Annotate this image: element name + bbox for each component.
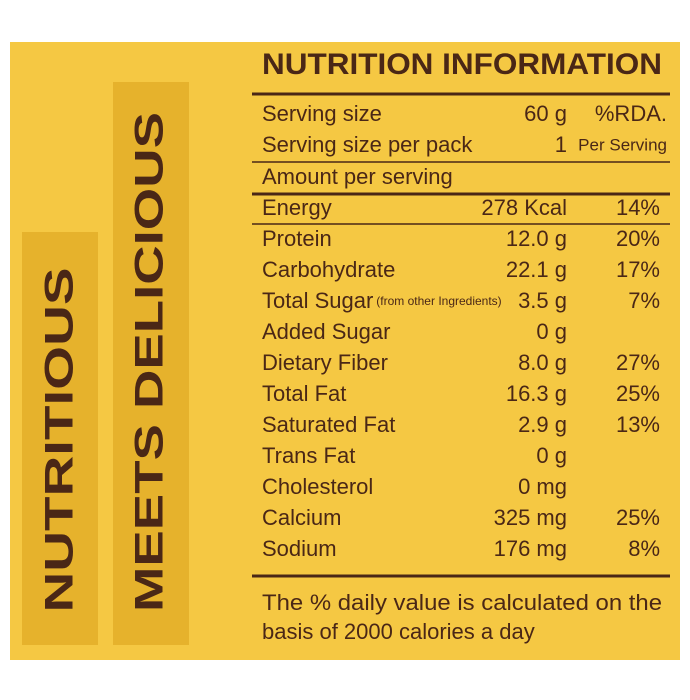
- nutrient-label: Added Sugar: [262, 319, 390, 344]
- nutrient-amount: 8.0 g: [518, 350, 567, 375]
- nutrient-name: Cholesterol: [262, 474, 373, 499]
- serving-value: 1: [555, 132, 567, 157]
- nutrient-rda: 20%: [616, 226, 660, 251]
- rows: Serving size 60 g %RDA. Serving size per pa…: [262, 101, 667, 644]
- nutrient-name: Calcium: [262, 505, 341, 530]
- nutrient-rda: 25%: [616, 381, 660, 406]
- nutrient-name: Dietary Fiber: [262, 350, 388, 375]
- side-label: NUTRITIOUS: [38, 268, 82, 613]
- nutrient-amount: 16.3 g: [506, 381, 567, 406]
- serving-label: Serving size per pack: [262, 132, 473, 157]
- title: NUTRITION INFORMATION: [262, 48, 662, 81]
- nutrient-label: Sodium: [262, 536, 337, 561]
- nutrient-amount: 0 g: [536, 443, 567, 468]
- footnote: The % daily value is calculated on the: [262, 590, 662, 615]
- nutrient-name: Total Sugar (from other Ingredients): [262, 288, 502, 313]
- nutrient-rda: 14%: [616, 195, 660, 220]
- nutrient-label: Protein: [262, 226, 332, 251]
- side-band: [22, 232, 98, 645]
- nutrient-amount: 325 mg: [494, 505, 567, 530]
- nutrient-rda: 7%: [628, 288, 660, 313]
- nutrient-name: Added Sugar: [262, 319, 390, 344]
- serving-note: %RDA.: [595, 101, 667, 126]
- nutrient-amount: 0 g: [536, 319, 567, 344]
- amount-heading: Amount per serving: [262, 164, 453, 189]
- nutrient-rda: 13%: [616, 412, 660, 437]
- nutrient-name: Energy: [262, 195, 332, 220]
- nutrient-amount: 2.9 g: [518, 412, 567, 437]
- nutrient-rda: 8%: [628, 536, 660, 561]
- nutrient-label: Energy: [262, 195, 332, 220]
- nutrient-name: Sodium: [262, 536, 337, 561]
- nutrient-name: Carbohydrate: [262, 257, 395, 282]
- nutrient-rda: 17%: [616, 257, 660, 282]
- nutrient-rda: 27%: [616, 350, 660, 375]
- nutrient-name: Total Fat: [262, 381, 346, 406]
- serving-note: Per Serving: [578, 135, 667, 154]
- serving-label: Serving size: [262, 101, 382, 126]
- nutrient-label: Calcium: [262, 505, 341, 530]
- nutrient-amount: 0 mg: [518, 474, 567, 499]
- nutrient-label: Trans Fat: [262, 443, 355, 468]
- nutrient-label: Saturated Fat: [262, 412, 395, 437]
- nutrient-amount: 12.0 g: [506, 226, 567, 251]
- nutrient-note: (from other Ingredients): [376, 294, 501, 308]
- nutrient-label: Total Sugar: [262, 288, 373, 313]
- nutrient-amount: 278 Kcal: [481, 195, 567, 220]
- side-label: MEETS DELICIOUS: [128, 112, 172, 612]
- nutrient-label: Dietary Fiber: [262, 350, 388, 375]
- nutrient-amount: 22.1 g: [506, 257, 567, 282]
- footnote: basis of 2000 calories a day: [262, 619, 535, 644]
- nutrient-amount: 176 mg: [494, 536, 567, 561]
- nutrient-label: Carbohydrate: [262, 257, 395, 282]
- serving-value: 60 g: [524, 101, 567, 126]
- nutrient-label: Cholesterol: [262, 474, 373, 499]
- nutrient-name: Protein: [262, 226, 332, 251]
- nutrient-amount: 3.5 g: [518, 288, 567, 313]
- side-band: [113, 82, 189, 645]
- nutrient-name: Trans Fat: [262, 443, 355, 468]
- nutrient-rda: 25%: [616, 505, 660, 530]
- nutrient-name: Saturated Fat: [262, 412, 395, 437]
- nutrient-label: Total Fat: [262, 381, 346, 406]
